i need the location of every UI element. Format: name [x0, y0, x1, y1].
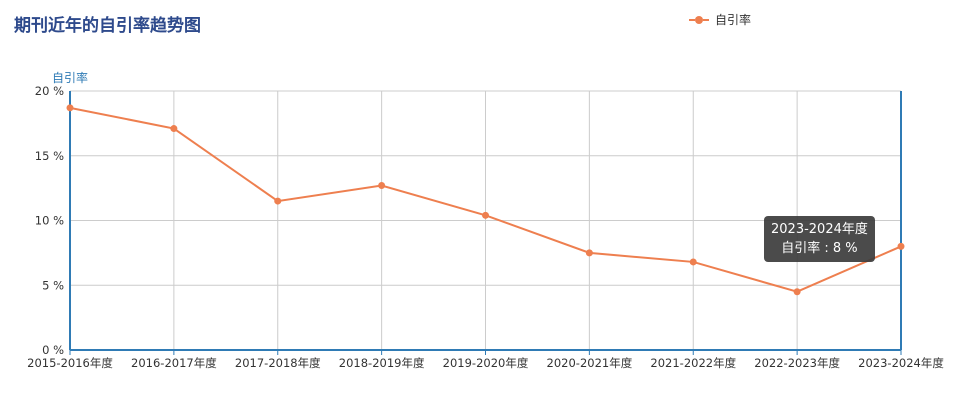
data-point	[585, 249, 593, 257]
x-tick-label: 2022-2023年度	[754, 356, 840, 370]
tooltip-category: 2023-2024年度	[771, 222, 868, 237]
x-tick-label: 2018-2019年度	[339, 356, 425, 370]
data-point	[897, 242, 905, 250]
x-tick-label: 2017-2018年度	[235, 356, 321, 370]
data-point	[482, 211, 489, 219]
data-point	[793, 288, 801, 296]
series-layer	[66, 104, 905, 296]
y-axis-ticks: 0 % 5 % 10 % 15 % 20 %	[35, 84, 64, 357]
y-tick-label: 0 %	[42, 343, 64, 357]
x-tick-label: 2021-2022年度	[650, 356, 736, 370]
x-tick-label: 2015-2016年度	[27, 356, 113, 370]
legend[interactable]: 自引率	[689, 11, 751, 28]
x-axis-ticks: 2015-2016年度 2016-2017年度 2017-2018年度 2018-20…	[27, 356, 944, 370]
x-tick-label: 2020-2021年度	[547, 356, 633, 370]
x-tick-label: 2016-2017年度	[131, 356, 217, 370]
legend-label: 自引率	[715, 13, 752, 27]
data-point	[66, 104, 74, 112]
axes	[69, 91, 902, 355]
x-tick-label: 2023-2024年度	[858, 356, 944, 370]
grid-lines	[69, 90, 902, 350]
y-tick-label: 20 %	[35, 84, 64, 98]
data-point	[170, 125, 178, 133]
x-tick-label: 2019-2020年度	[443, 356, 529, 370]
y-tick-label: 5 %	[42, 278, 64, 292]
y-axis-label: 自引率	[52, 70, 88, 85]
data-tooltip: 2023-2024年度 自引率 : 8 %	[764, 216, 875, 262]
data-point	[378, 182, 386, 190]
tooltip-value: 自引率 : 8 %	[781, 241, 858, 256]
data-point	[274, 197, 282, 205]
y-tick-label: 10 %	[35, 214, 64, 228]
y-tick-label: 15 %	[35, 149, 64, 163]
chart-title: 期刊近年的自引率趋势图	[14, 16, 201, 36]
data-point	[689, 258, 697, 266]
legend-line-marker-icon	[689, 14, 709, 26]
